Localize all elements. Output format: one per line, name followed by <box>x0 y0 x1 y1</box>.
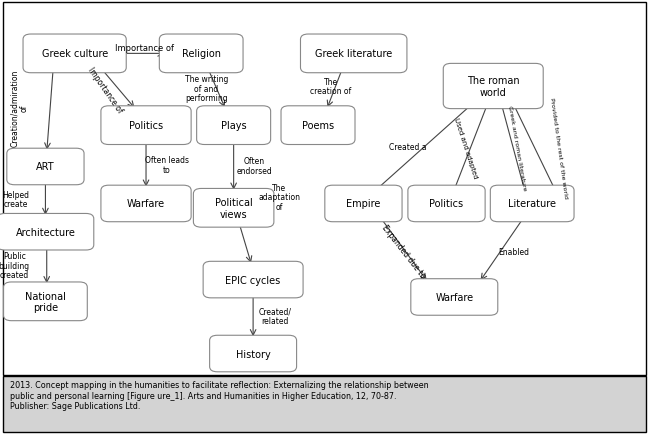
Text: The roman
world: The roman world <box>467 76 520 98</box>
Text: Expanded due to: Expanded due to <box>380 224 427 280</box>
Text: Enabled: Enabled <box>498 247 530 256</box>
Text: Creation/admiration
of: Creation/admiration of <box>10 70 29 147</box>
Text: National
pride: National pride <box>25 291 66 312</box>
FancyBboxPatch shape <box>7 149 84 185</box>
Text: The
adaptation
of: The adaptation of <box>258 183 300 212</box>
FancyBboxPatch shape <box>325 186 402 222</box>
Text: History: History <box>236 349 271 358</box>
Text: Religion: Religion <box>182 49 221 59</box>
Text: Public
building
created: Public building created <box>0 251 30 280</box>
Text: Warfare: Warfare <box>127 199 165 209</box>
FancyBboxPatch shape <box>203 262 303 298</box>
Text: Poems: Poems <box>302 121 334 131</box>
FancyBboxPatch shape <box>411 279 498 316</box>
Text: Created a: Created a <box>389 143 426 152</box>
Text: Plays: Plays <box>221 121 247 131</box>
FancyBboxPatch shape <box>300 35 407 73</box>
Text: EPIC cycles: EPIC cycles <box>225 275 281 285</box>
Text: Often leads
to: Often leads to <box>145 156 189 174</box>
Text: Often
endorsed: Often endorsed <box>236 157 273 175</box>
Text: Political
views: Political views <box>215 197 252 219</box>
FancyBboxPatch shape <box>160 35 243 73</box>
Text: Created/
related: Created/ related <box>259 307 291 325</box>
FancyBboxPatch shape <box>101 107 191 145</box>
FancyBboxPatch shape <box>210 335 297 372</box>
Text: The writing
of and
performing: The writing of and performing <box>185 75 228 103</box>
FancyBboxPatch shape <box>0 214 93 250</box>
Text: Used and adapted: Used and adapted <box>453 116 479 179</box>
Text: Empire: Empire <box>347 199 380 209</box>
Bar <box>3 3 646 375</box>
Text: Helped
create: Helped create <box>3 191 30 209</box>
Text: Politics: Politics <box>430 199 463 209</box>
Text: Politics: Politics <box>129 121 163 131</box>
Text: Importance of: Importance of <box>86 66 124 115</box>
FancyBboxPatch shape <box>281 107 355 145</box>
Text: Greek literature: Greek literature <box>315 49 393 59</box>
FancyBboxPatch shape <box>197 107 271 145</box>
Text: Greek culture: Greek culture <box>42 49 108 59</box>
Text: Greek and roman literature: Greek and roman literature <box>507 105 526 191</box>
FancyBboxPatch shape <box>4 283 87 321</box>
FancyBboxPatch shape <box>408 186 485 222</box>
Text: Architecture: Architecture <box>16 227 75 237</box>
FancyBboxPatch shape <box>193 189 274 227</box>
FancyBboxPatch shape <box>23 35 126 73</box>
Text: Warfare: Warfare <box>435 293 473 302</box>
FancyBboxPatch shape <box>101 186 191 222</box>
Text: The
creation of: The creation of <box>310 78 352 96</box>
Text: Literature: Literature <box>508 199 556 209</box>
Text: Importance of: Importance of <box>115 44 173 53</box>
FancyBboxPatch shape <box>443 64 543 109</box>
Text: 2013. Concept mapping in the humanities to facilitate reflection: Externalizing : 2013. Concept mapping in the humanities … <box>10 381 428 411</box>
Bar <box>3 376 646 432</box>
Text: Provided to the rest of the world: Provided to the rest of the world <box>548 97 568 198</box>
Text: ART: ART <box>36 162 55 172</box>
FancyBboxPatch shape <box>491 186 574 222</box>
